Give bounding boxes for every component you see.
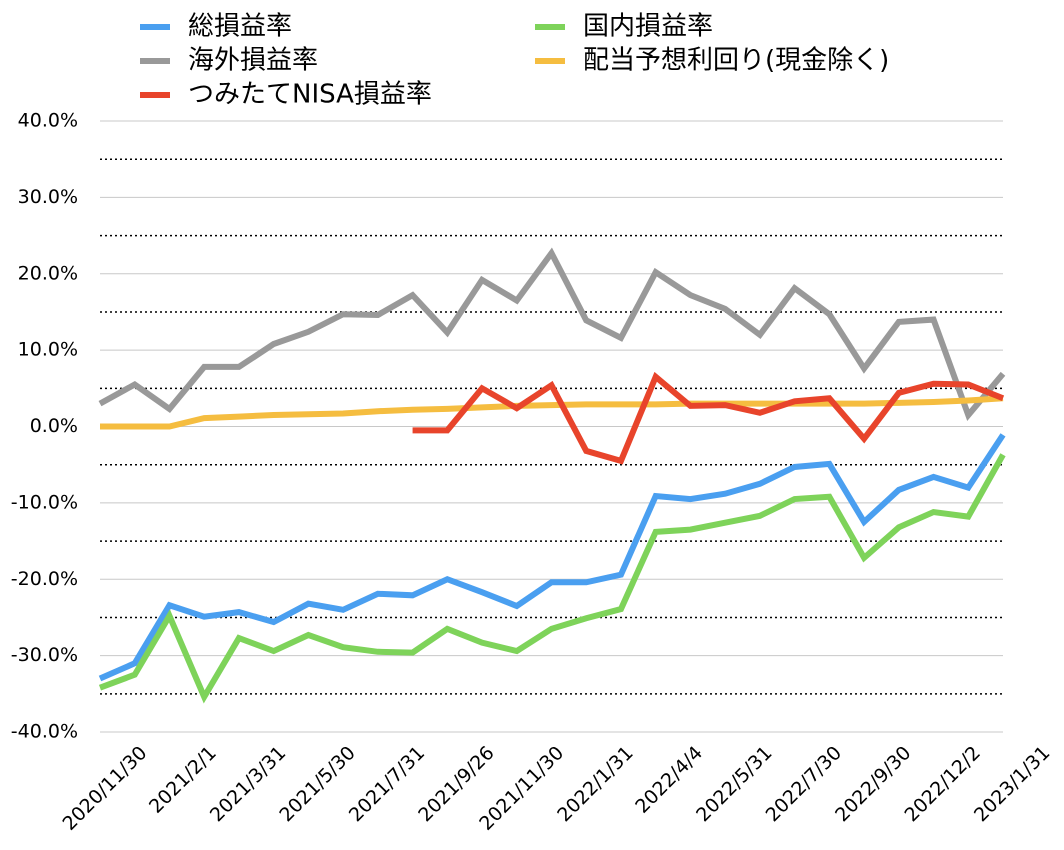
y-tick-label: -20.0% xyxy=(11,568,78,590)
legend-label: 国内損益率 xyxy=(583,12,713,42)
x-tick-label: 2022/1/31 xyxy=(553,742,637,826)
legend-label: つみたてNISA損益率 xyxy=(188,80,432,110)
y-tick-label: 20.0% xyxy=(18,262,78,284)
series-line xyxy=(412,371,1005,465)
legend-label: 配当予想利回り(現金除く) xyxy=(583,46,889,76)
x-tick-label: 2023/1/31 xyxy=(970,742,1054,826)
y-tick-label: -30.0% xyxy=(11,644,78,666)
legend-label: 海外損益率 xyxy=(188,46,318,76)
y-tick-label: -10.0% xyxy=(11,491,78,513)
x-tick-label: 2020/11/30 xyxy=(58,742,151,835)
y-tick-label: 0.0% xyxy=(30,415,78,437)
series-line xyxy=(100,395,1004,430)
series-line xyxy=(98,453,1006,704)
series-line xyxy=(98,247,1006,421)
legend-label: 総損益率 xyxy=(188,12,292,42)
y-tick-label: 30.0% xyxy=(18,186,78,208)
series-line xyxy=(98,433,1006,682)
y-tick-label: -40.0% xyxy=(11,721,78,743)
y-tick-label: 10.0% xyxy=(18,339,78,361)
y-tick-label: 40.0% xyxy=(18,110,78,132)
